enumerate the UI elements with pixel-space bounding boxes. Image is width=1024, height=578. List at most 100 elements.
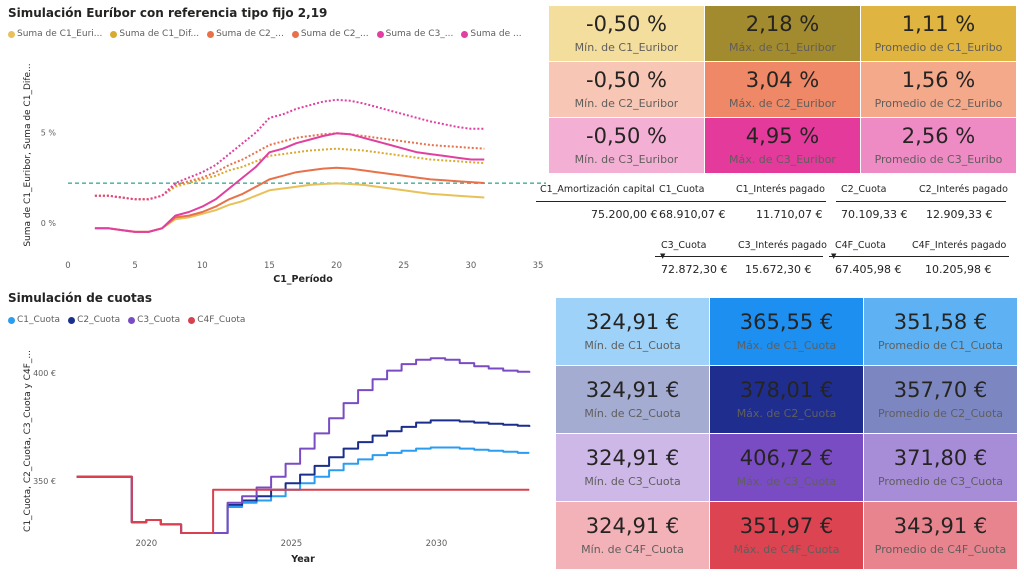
legend-item[interactable]: Suma de C2_... bbox=[291, 29, 369, 39]
kpi-label: Mín. de C4F_Cuota bbox=[581, 542, 684, 556]
legend-item[interactable]: Suma de C2_... bbox=[207, 29, 284, 39]
kpi-label: Promedio de C4F_Cuota bbox=[874, 542, 1007, 556]
kpi-label: Mín. de C3_Euribor bbox=[574, 152, 679, 166]
euribor-chart-panel[interactable]: Simulación Euríbor con referencia tipo f… bbox=[0, 0, 548, 290]
legend-item[interactable]: Suma de ... bbox=[461, 29, 522, 39]
table-header[interactable]: C4F_Cuota bbox=[835, 240, 886, 251]
legend-item[interactable]: Suma de C1_Euri... bbox=[8, 29, 102, 39]
chart-title: Simulación de cuotas bbox=[8, 291, 152, 305]
kpi-value: 351,97 € bbox=[739, 514, 834, 539]
kpi-card[interactable]: 2,56 % Promedio de C3_Euribo bbox=[861, 118, 1016, 173]
summary-table-2: C3_Cuota ▼ C3_Interés pagado C4F_Cuota ▼… bbox=[655, 236, 1016, 282]
kpi-card[interactable]: 324,91 € Mín. de C4F_Cuota bbox=[556, 502, 709, 569]
kpi-card[interactable]: 324,91 € Mín. de C3_Cuota bbox=[556, 434, 709, 501]
table-divider bbox=[836, 201, 1006, 202]
table-header[interactable]: C2_Cuota bbox=[841, 184, 887, 195]
kpi-card[interactable]: 3,04 % Máx. de C2_Euribor bbox=[705, 62, 860, 117]
table-header[interactable]: C3_Cuota bbox=[661, 240, 707, 251]
cuotas-chart-panel[interactable]: Simulación de cuotas C1_Cuota C2_Cuota C3_… bbox=[0, 288, 548, 578]
kpi-card[interactable]: -0,50 % Mín. de C2_Euribor bbox=[549, 62, 704, 117]
legend-item[interactable]: C2_Cuota bbox=[68, 315, 120, 325]
table-header[interactable]: C4F_Interés pagado bbox=[912, 240, 1007, 251]
series-line[interactable] bbox=[94, 182, 485, 233]
legend-dot-icon bbox=[207, 30, 215, 38]
kpi-label: Mín. de C3_Cuota bbox=[584, 474, 681, 488]
series-line[interactable] bbox=[76, 475, 530, 534]
kpi-card[interactable]: 4,95 % Máx. de C3_Euribor bbox=[705, 118, 860, 173]
series-line[interactable] bbox=[94, 132, 485, 201]
kpi-card[interactable]: 357,70 € Promedio de C2_Cuota bbox=[864, 366, 1017, 433]
legend-item[interactable]: C1_Cuota bbox=[8, 315, 60, 325]
kpi-value: 3,04 % bbox=[745, 68, 820, 93]
table-header[interactable]: C1_Amortización capital bbox=[540, 184, 655, 195]
kpi-card[interactable]: -0,50 % Mín. de C3_Euribor bbox=[549, 118, 704, 173]
kpi-value: 365,55 € bbox=[739, 310, 834, 335]
y-tick-label: 0 % bbox=[41, 219, 57, 228]
table-cell: 67.405,98 € bbox=[835, 263, 902, 276]
cuotas-line-chart: 400 € 350 € 2020 2025 2030 Year C1_Cuota, C2_C… bbox=[23, 350, 531, 565]
kpi-card[interactable]: -0,50 % Mín. de C1_Euribor bbox=[549, 6, 704, 61]
kpi-value: 378,01 € bbox=[739, 378, 834, 403]
kpi-label: Mín. de C2_Cuota bbox=[584, 406, 681, 420]
summary-table-1: C1_Amortización capital C1_Cuota C1_Inte… bbox=[536, 180, 1016, 230]
kpi-label: Promedio de C2_Cuota bbox=[877, 406, 1004, 420]
legend-label: C1_Cuota bbox=[17, 315, 61, 325]
kpi-card[interactable]: 378,01 € Máx. de C2_Cuota bbox=[710, 366, 863, 433]
series-line[interactable] bbox=[94, 132, 485, 233]
kpi-card[interactable]: 324,91 € Mín. de C1_Cuota bbox=[556, 298, 709, 365]
legend-label: Suma de C2_... bbox=[300, 29, 369, 39]
kpi-card[interactable]: 1,56 % Promedio de C2_Euribo bbox=[861, 62, 1016, 117]
series-line[interactable] bbox=[94, 166, 485, 233]
x-tick-label: 0 bbox=[65, 261, 70, 271]
table-header[interactable]: C1_Cuota bbox=[659, 184, 705, 195]
table-cell: 72.872,30 € bbox=[661, 263, 728, 276]
x-axis-title: Year bbox=[290, 554, 315, 565]
kpi-card[interactable]: 406,72 € Máx. de C3_Cuota bbox=[710, 434, 863, 501]
kpi-card[interactable]: 2,18 % Máx. de C1_Euribor bbox=[705, 6, 860, 61]
table-divider bbox=[536, 201, 826, 202]
legend-dot-icon bbox=[8, 30, 15, 38]
table-header[interactable]: C3_Interés pagado bbox=[738, 240, 827, 251]
x-tick-label: 30 bbox=[465, 261, 476, 271]
legend-dot-icon bbox=[376, 30, 384, 38]
cuotas-kpi-grid: 324,91 € Mín. de C1_Cuota 365,55 € Máx. de … bbox=[556, 298, 1017, 570]
x-tick-label: 15 bbox=[264, 261, 275, 271]
x-tick-label: 25 bbox=[398, 261, 409, 271]
kpi-label: Promedio de C3_Cuota bbox=[877, 474, 1004, 488]
kpi-label: Máx. de C2_Euribor bbox=[729, 96, 836, 110]
table-divider bbox=[655, 256, 823, 257]
legend-label: Suma de C2_... bbox=[216, 29, 284, 39]
kpi-card[interactable]: 365,55 € Máx. de C1_Cuota bbox=[710, 298, 863, 365]
legend-label: C2_Cuota bbox=[77, 315, 121, 325]
table-cell: 10.205,98 € bbox=[925, 263, 992, 276]
kpi-card[interactable]: 324,91 € Mín. de C2_Cuota bbox=[556, 366, 709, 433]
table-header[interactable]: C1_Interés pagado bbox=[736, 184, 825, 195]
series-line[interactable] bbox=[94, 98, 485, 201]
legend-item[interactable]: C3_Cuota bbox=[128, 315, 180, 325]
kpi-card[interactable]: 351,58 € Promedio de C1_Cuota bbox=[864, 298, 1017, 365]
kpi-value: 2,18 % bbox=[745, 12, 820, 37]
table-header[interactable]: C2_Interés pagado bbox=[919, 184, 1008, 195]
x-tick-label: 10 bbox=[197, 261, 208, 271]
kpi-value: -0,50 % bbox=[586, 124, 667, 149]
legend-item[interactable]: Suma de C1_Dif... bbox=[110, 29, 199, 39]
kpi-card[interactable]: 1,11 % Promedio de C1_Euribo bbox=[861, 6, 1016, 61]
kpi-card[interactable]: 343,91 € Promedio de C4F_Cuota bbox=[864, 502, 1017, 569]
legend-item[interactable]: Suma de C3_... bbox=[376, 29, 454, 39]
legend-item[interactable]: C4F_Cuota bbox=[188, 315, 245, 325]
x-tick-label: 20 bbox=[331, 261, 342, 271]
kpi-card[interactable]: 351,97 € Máx. de C4F_Cuota bbox=[710, 502, 863, 569]
y-tick-label: 5 % bbox=[41, 128, 57, 137]
kpi-card[interactable]: 371,80 € Promedio de C3_Cuota bbox=[864, 434, 1017, 501]
legend-label: Suma de ... bbox=[470, 29, 522, 39]
kpi-value: -0,50 % bbox=[586, 12, 667, 37]
table-cell: 11.710,07 € bbox=[756, 208, 823, 221]
kpi-value: 406,72 € bbox=[739, 446, 834, 471]
kpi-label: Máx. de C4F_Cuota bbox=[733, 542, 840, 556]
series-line[interactable] bbox=[76, 419, 531, 534]
legend-dot-icon bbox=[128, 316, 136, 324]
kpi-value: 351,58 € bbox=[893, 310, 988, 335]
legend-label: Suma de C3_... bbox=[385, 29, 454, 39]
chart-legend: C1_Cuota C2_Cuota C3_Cuota C4F_Cuota bbox=[8, 315, 245, 325]
series-line[interactable] bbox=[76, 357, 531, 534]
